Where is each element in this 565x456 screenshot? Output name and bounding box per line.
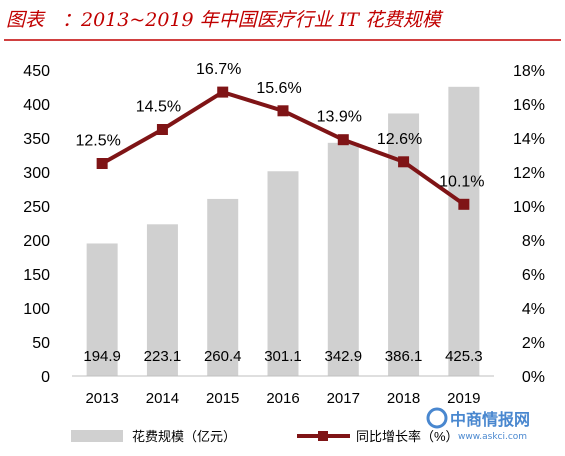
line-value-label: 10.1% [439, 173, 484, 190]
x-tick-label: 2017 [327, 390, 360, 407]
bar-value-label: 386.1 [385, 348, 423, 365]
legend-bar-swatch [71, 430, 123, 442]
legend: 花费规模（亿元） 同比增长率（%） [71, 429, 459, 444]
legend-line-marker [318, 431, 328, 441]
left-tick-label: 200 [23, 233, 50, 250]
line-value-label: 15.6% [256, 80, 301, 97]
bar [327, 142, 359, 376]
left-axis: 0 50 100 150 200 250 300 350 400 450 [23, 63, 50, 386]
right-tick-label: 16% [513, 97, 545, 114]
bar-value-label: 194.9 [83, 348, 121, 365]
legend-line-label: 同比增长率（%） [356, 429, 459, 444]
right-tick-label: 4% [522, 301, 545, 318]
line-value-label: 14.5% [136, 99, 181, 116]
watermark-url: www.askci.com [458, 432, 527, 442]
right-tick-label: 6% [522, 267, 545, 284]
x-tick-label: 2015 [206, 390, 239, 407]
line-value-label: 12.5% [75, 133, 120, 150]
right-tick-label: 10% [513, 199, 545, 216]
bar-series [86, 86, 480, 377]
left-tick-label: 250 [23, 199, 50, 216]
bar [146, 224, 178, 376]
line-marker [458, 198, 470, 210]
bar [267, 171, 299, 376]
left-tick-label: 350 [23, 131, 50, 148]
bar-value-label: 260.4 [204, 348, 242, 365]
bar-value-label: 342.9 [325, 348, 363, 365]
right-tick-label: 0% [522, 369, 545, 386]
chart-title: 图表 ：2013~2019 年中国医疗行业 IT 花费规模 [4, 9, 561, 41]
x-tick-label: 2014 [146, 390, 179, 407]
left-tick-label: 150 [23, 267, 50, 284]
right-tick-label: 14% [513, 131, 545, 148]
bar [86, 243, 118, 376]
watermark-logo-icon [426, 407, 448, 429]
bar [388, 113, 420, 377]
line-marker [96, 158, 108, 169]
line-value-label: 12.6% [377, 131, 422, 148]
line-value-label: 16.7% [196, 61, 241, 78]
left-tick-label: 400 [23, 97, 50, 114]
watermark: 中商情报网 www.askci.com [426, 407, 530, 442]
bar-value-label: 301.1 [264, 348, 302, 365]
left-tick-label: 450 [23, 63, 50, 80]
line-marker [156, 124, 168, 135]
right-axis: 0% 2% 4% 6% 8% 10% 12% 14% 16% 18% [513, 63, 545, 386]
bar [448, 86, 480, 377]
line-series [96, 86, 470, 210]
right-tick-label: 8% [522, 233, 545, 250]
right-tick-label: 12% [513, 165, 545, 182]
left-tick-label: 50 [32, 335, 50, 352]
x-tick-label: 2018 [387, 390, 420, 407]
bar-value-labels: 194.9 223.1 260.4 301.1 342.9 386.1 425.3 [83, 348, 482, 365]
title-main: ：2013~2019 年中国医疗行业 IT 花费规模 [62, 9, 444, 31]
x-tick-label: 2019 [447, 390, 480, 407]
line-value-label: 13.9% [317, 109, 362, 126]
bar [207, 198, 239, 376]
watermark-logo-text: 中商情报网 [450, 410, 530, 429]
line-marker [398, 156, 410, 168]
legend-bar-label: 花费规模（亿元） [132, 429, 236, 444]
bar-value-label: 425.3 [445, 348, 483, 365]
title-prefix: 图表 [6, 9, 46, 31]
x-tick-label: 2013 [85, 390, 118, 407]
x-tick-label: 2016 [266, 390, 299, 407]
right-tick-label: 2% [522, 335, 545, 352]
x-axis-labels: 2013 2014 2015 2016 2017 2018 2019 [85, 390, 480, 407]
line-marker [337, 134, 349, 146]
line-marker [277, 105, 289, 117]
left-tick-label: 0 [41, 369, 50, 386]
left-tick-label: 300 [23, 165, 50, 182]
bar-value-label: 223.1 [144, 348, 182, 365]
line-marker [217, 86, 229, 98]
left-tick-label: 100 [23, 301, 50, 318]
right-tick-label: 18% [513, 63, 545, 80]
line-value-labels: 12.5% 14.5% 16.7% 15.6% 13.9% 12.6% 10.1% [75, 61, 484, 190]
